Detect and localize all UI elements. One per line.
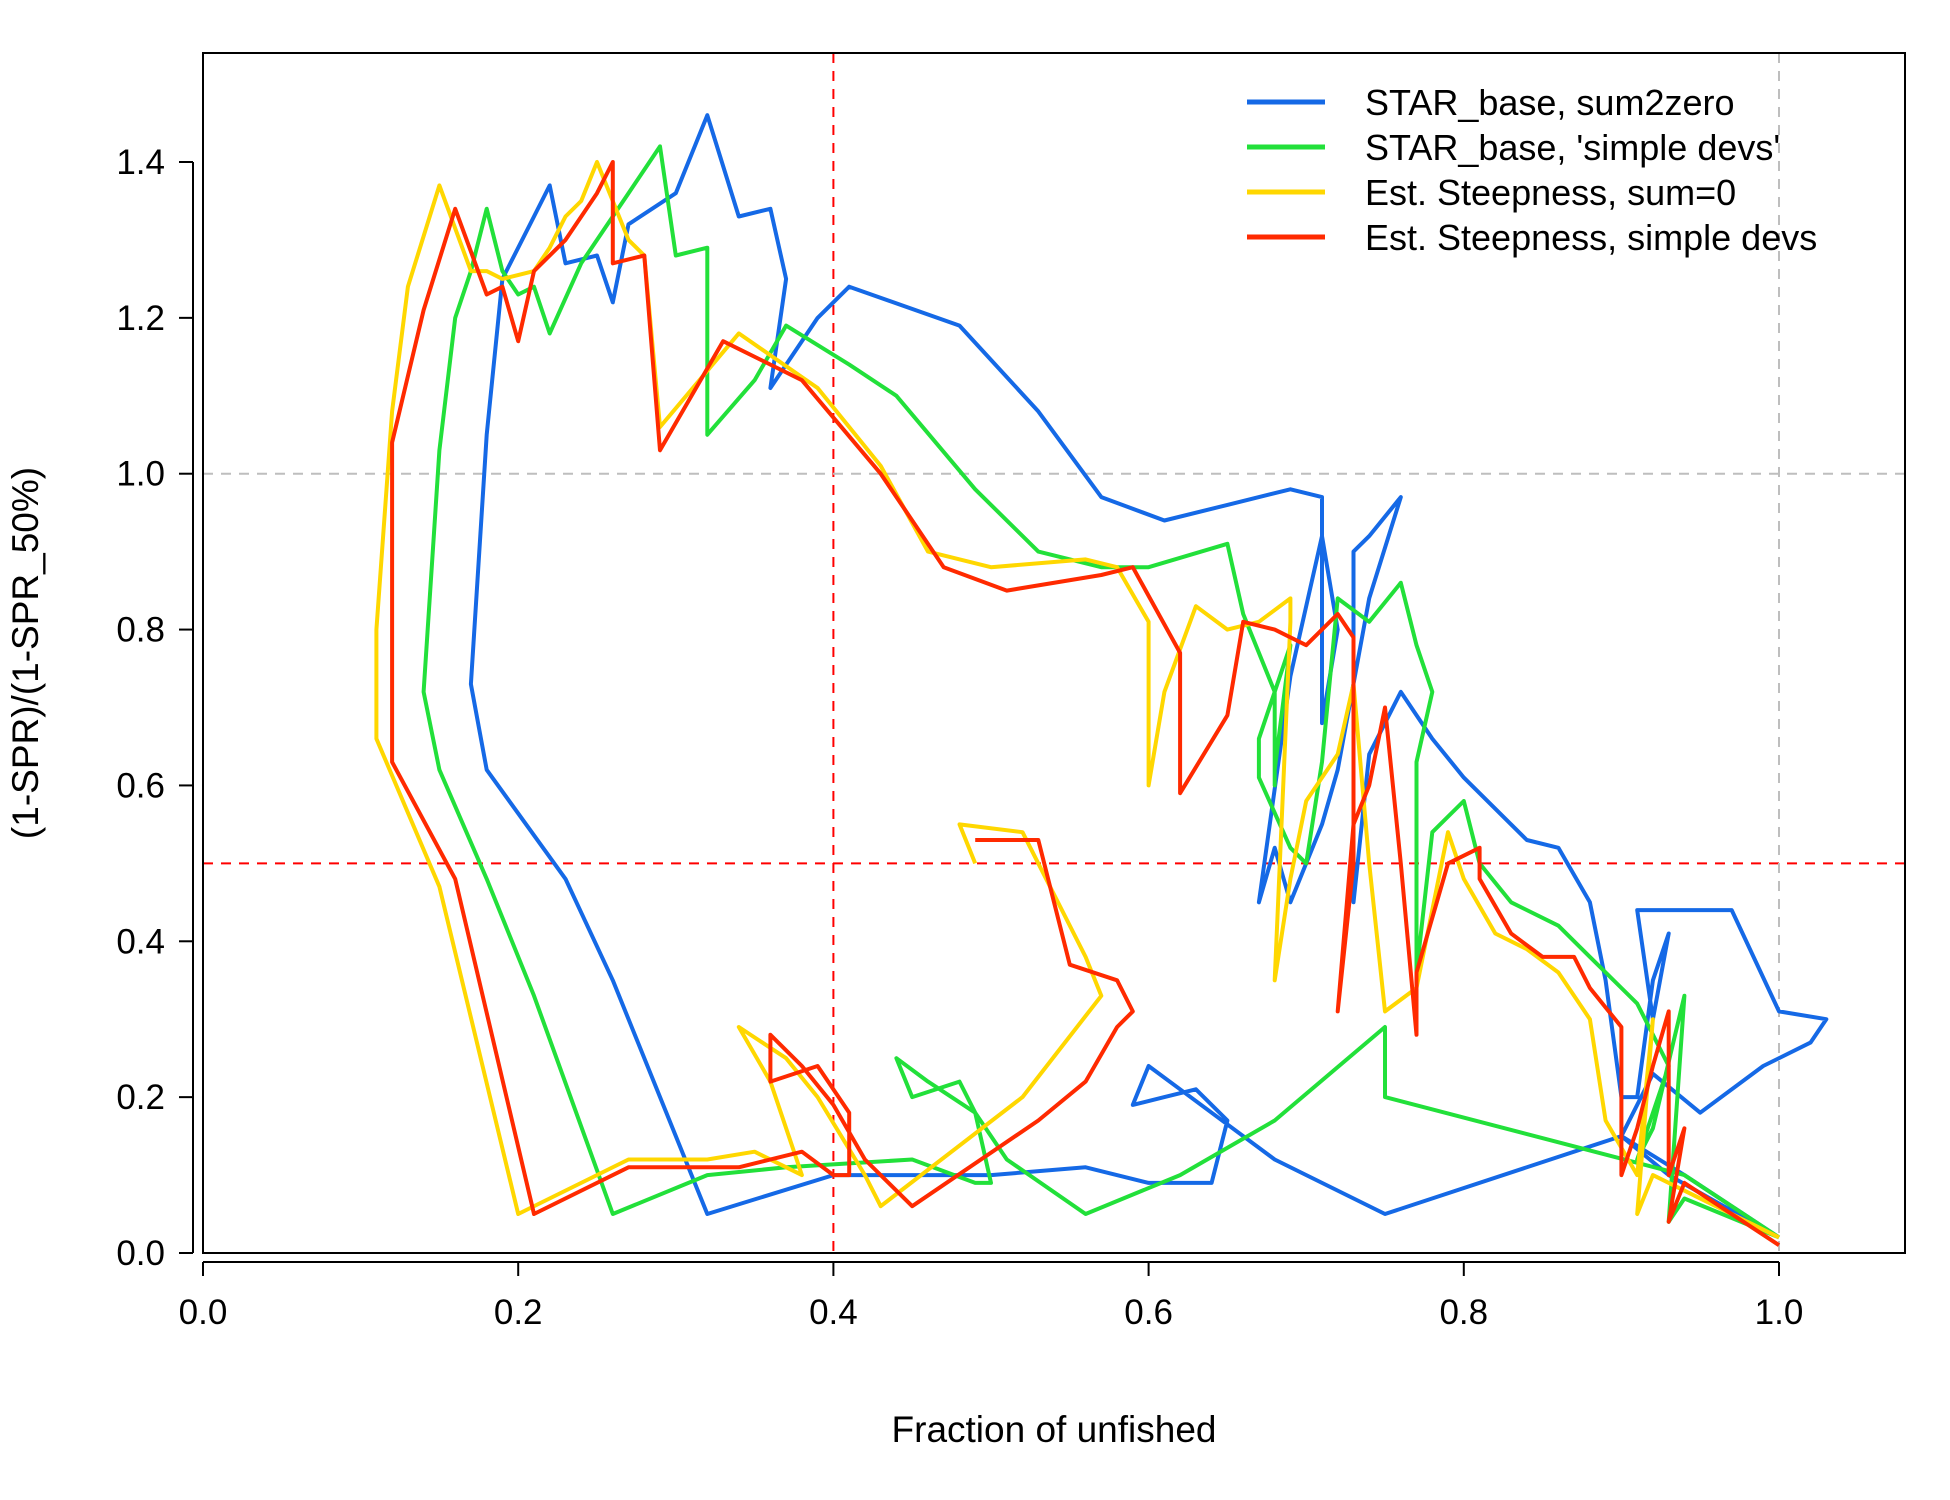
x-tick-label: 0.4	[809, 1293, 858, 1332]
y-axis: 0.0 0.2 0.4 0.6 0.8 1.0 1.2 1.4	[116, 143, 194, 1273]
y-tick-label: 1.0	[116, 455, 165, 494]
y-tick-label: 0.8	[116, 611, 165, 650]
series-line-2	[421, 144, 1781, 1240]
x-axis-label: Fraction of unfished	[892, 1409, 1217, 1450]
legend-item-2[interactable]: STAR_base, 'simple devs'	[1247, 127, 1780, 168]
y-tick-label: 0.4	[116, 922, 165, 961]
x-tick-label: 0.2	[494, 1293, 543, 1332]
legend-label: Est. Steepness, sum=0	[1365, 172, 1736, 213]
y-tick-label: 0.6	[116, 766, 165, 805]
series-line-4	[390, 160, 1781, 1247]
y-tick-label: 1.2	[116, 299, 165, 338]
series-line-3	[374, 160, 1780, 1240]
series-layer	[374, 113, 1829, 1247]
plot-frame	[202, 52, 1906, 1254]
y-axis-label: (1-SPR)/(1-SPR_50%)	[5, 467, 46, 839]
legend-item-1[interactable]: STAR_base, sum2zero	[1247, 82, 1735, 123]
legend-label: STAR_base, 'simple devs'	[1365, 127, 1780, 168]
x-tick-label: 0.8	[1439, 1293, 1488, 1332]
reference-lines	[203, 53, 1905, 1253]
y-tick-label: 0.0	[116, 1234, 165, 1273]
x-tick-label: 0.0	[179, 1293, 228, 1332]
legend-label: STAR_base, sum2zero	[1365, 82, 1735, 123]
y-tick-label: 0.2	[116, 1078, 165, 1117]
x-tick-label: 1.0	[1755, 1293, 1804, 1332]
x-tick-label: 0.6	[1124, 1293, 1173, 1332]
legend-item-3[interactable]: Est. Steepness, sum=0	[1247, 172, 1736, 213]
legend-label: Est. Steepness, simple devs	[1365, 217, 1817, 258]
legend-item-4[interactable]: Est. Steepness, simple devs	[1247, 217, 1817, 258]
x-axis: 0.0 0.2 0.4 0.6 0.8 1.0	[179, 1261, 1804, 1332]
y-tick-label: 1.4	[116, 143, 165, 182]
